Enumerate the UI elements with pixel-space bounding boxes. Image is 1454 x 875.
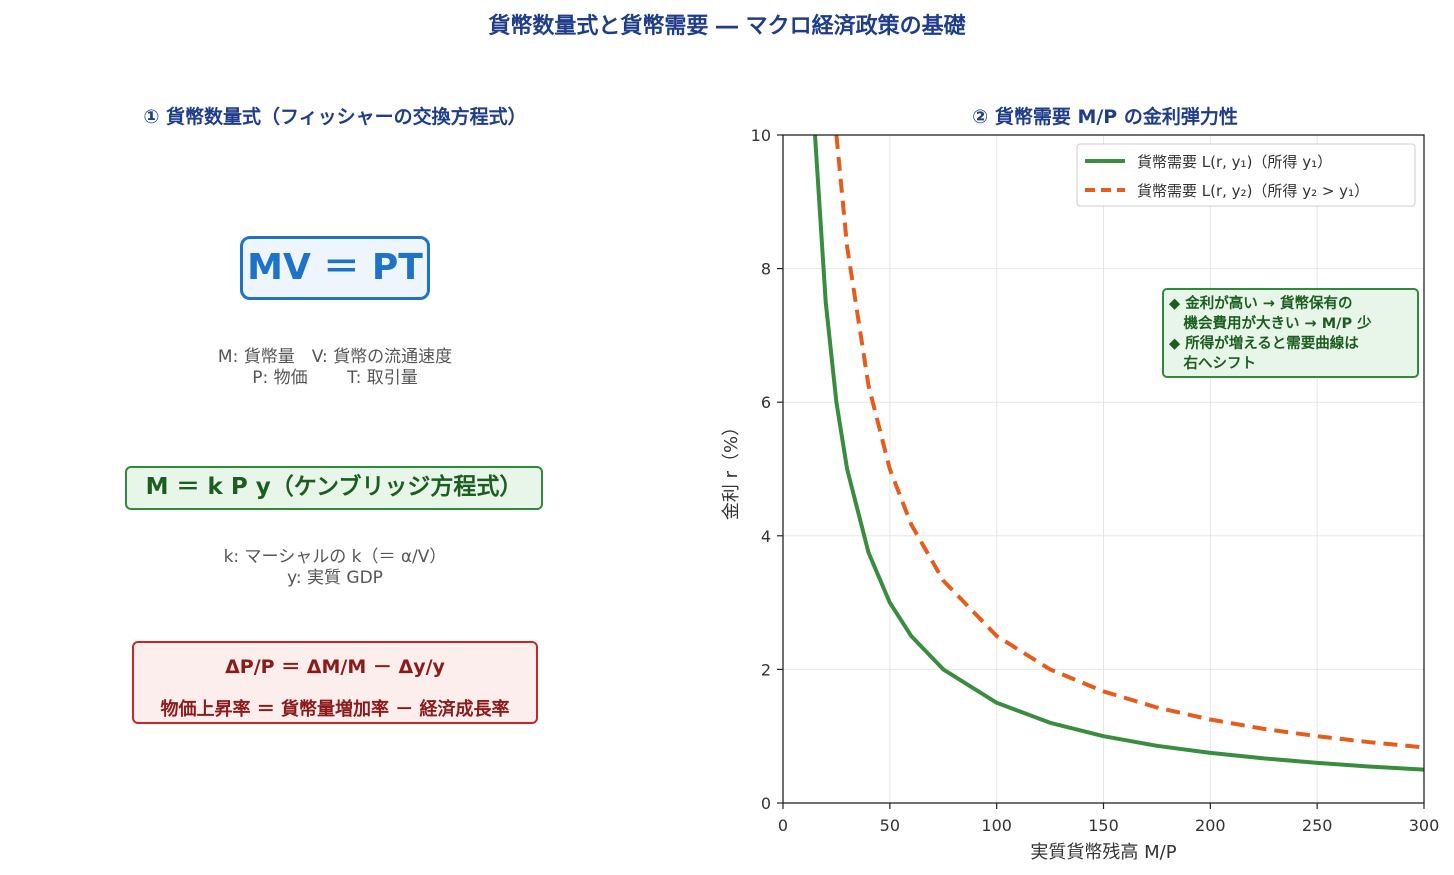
x-tick-label: 0 xyxy=(778,816,788,835)
legend: 貨幣需要 L(r, y₁)（所得 y₁） 貨幣需要 L(r, y₂)（所得 y₂… xyxy=(1076,143,1416,207)
cambridge-equation-description: k: マーシャルの k（＝ α/V） y: 実質 GDP xyxy=(223,547,447,588)
x-axis-label: 実質貨幣残高 M/P xyxy=(1030,842,1176,863)
y-tick-label: 4 xyxy=(761,527,771,546)
annotation-frame xyxy=(1162,288,1419,378)
y-tick-label: 10 xyxy=(751,126,771,145)
series-line-1 xyxy=(813,134,1425,772)
legend-label-series-2: 貨幣需要 L(r, y₂)（所得 y₂ > y₁） xyxy=(1137,182,1369,200)
x-tick-label: 200 xyxy=(1195,816,1226,835)
x-tick-label: 100 xyxy=(981,816,1012,835)
series-layer xyxy=(813,134,1425,772)
grid xyxy=(782,134,1425,804)
legend-label-series-1: 貨幣需要 L(r, y₁)（所得 y₁） xyxy=(1137,153,1332,171)
legend-frame xyxy=(1076,143,1416,207)
annotation-line-1: ◆ 金利が高い → 貨幣保有の xyxy=(1169,294,1352,312)
annotation-line-2: 機会費用が大きい → M/P 少 xyxy=(1169,314,1372,332)
cambridge-equation-box: M ＝ k P y（ケンブリッジ方程式） xyxy=(125,466,543,510)
y-axis-label: 金利 r（%） xyxy=(721,418,742,520)
annotation-line-4: 右へシフト xyxy=(1169,354,1256,372)
growth-equation-text: 物価上昇率 ＝ 貨幣量増加率 － 経済成長率 xyxy=(160,699,510,720)
main-equation-description: M: 貨幣量 V: 貨幣の流通速度 P: 物価 T: 取引量 xyxy=(217,347,453,388)
annotation-line-3: ◆ 所得が増えると需要曲線は xyxy=(1169,334,1359,352)
y-tick-label: 0 xyxy=(761,794,771,813)
chart-title: ② 貨幣需要 M/P の金利弾力性 xyxy=(972,106,1238,128)
growth-equation: ΔP/P ＝ ΔM/M － Δy/y xyxy=(225,656,445,678)
x-tick-label: 250 xyxy=(1302,816,1333,835)
annotation-box: ◆ 金利が高い → 貨幣保有の 機会費用が大きい → M/P 少 ◆ 所得が増え… xyxy=(1162,288,1419,378)
series-line-2 xyxy=(834,134,1425,750)
left-panel-title: ① 貨幣数量式（フィッシャーの交換方程式） xyxy=(143,106,527,128)
y-tick-label: 8 xyxy=(761,260,771,279)
x-tick-label: 50 xyxy=(880,816,900,835)
main-title: 貨幣数量式と貨幣需要 ― マクロ経済政策の基礎 xyxy=(488,14,966,39)
growth-equation-box: ΔP/P ＝ ΔM/M － Δy/y 物価上昇率 ＝ 貨幣量増加率 － 経済成長… xyxy=(132,641,538,724)
y-tick-label: 2 xyxy=(761,660,771,679)
y-tick-label: 6 xyxy=(761,393,771,412)
x-tick-label: 300 xyxy=(1409,816,1440,835)
x-tick-label: 150 xyxy=(1088,816,1119,835)
axes: 0 50 100 150 200 250 300 0 2 4 6 8 10 xyxy=(751,126,1440,835)
main-equation-box: MV ＝ PT xyxy=(240,236,430,300)
